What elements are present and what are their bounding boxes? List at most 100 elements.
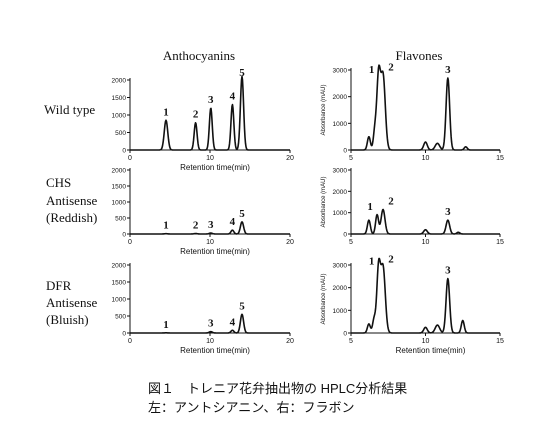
peak-label-4: 4 xyxy=(230,91,236,103)
chromatogram-trace xyxy=(129,221,291,235)
x-tick-label: 20 xyxy=(286,338,294,345)
peak-label-3: 3 xyxy=(445,206,451,218)
x-axis-label: Retention time(min) xyxy=(396,346,466,355)
x-tick-label: 10 xyxy=(422,155,430,162)
x-tick-label: 10 xyxy=(422,239,430,246)
y-tick-label: 0 xyxy=(122,331,126,338)
caption-line-2: 左：アントシアニン、右：フラボン xyxy=(148,400,354,415)
y-tick-label: 500 xyxy=(115,130,126,137)
x-tick-label: 10 xyxy=(206,338,214,345)
y-tick-label: 1000 xyxy=(333,308,348,315)
peak-label-5: 5 xyxy=(239,300,245,312)
chromatogram-trace xyxy=(129,75,291,151)
y-tick-label: 0 xyxy=(122,232,126,239)
peak-label-1: 1 xyxy=(369,64,375,76)
y-tick-label: 500 xyxy=(115,314,126,321)
x-tick-label: 5 xyxy=(349,239,353,246)
chart-anthocyanins-chs-antisense: 0 500 1000 1500 2000 0 10 20 Retention time(min)… xyxy=(112,168,294,257)
y-tick-label: 1500 xyxy=(112,280,127,287)
y-axis-label: Absorbance (mAU) xyxy=(321,84,327,135)
x-tick-label: 5 xyxy=(349,155,353,162)
y-tick-label: 1000 xyxy=(112,297,127,304)
chromatogram-trace xyxy=(129,313,291,334)
row-label-1-2: (Reddish) xyxy=(46,210,97,225)
row-label-2-1: Antisense xyxy=(46,295,98,310)
peak-label-2: 2 xyxy=(388,61,394,73)
x-tick-label: 20 xyxy=(286,155,294,162)
x-axis-label: Retention time(min) xyxy=(180,346,250,355)
x-tick-label: 20 xyxy=(286,239,294,246)
row-label-1-1: Antisense xyxy=(46,193,98,208)
x-tick-label: 10 xyxy=(206,155,214,162)
x-tick-label: 0 xyxy=(128,338,132,345)
y-tick-label: 1000 xyxy=(112,200,127,207)
y-tick-label: 3000 xyxy=(333,168,348,175)
y-tick-label: 0 xyxy=(122,148,126,155)
y-tick-label: 0 xyxy=(343,331,347,338)
y-tick-label: 2000 xyxy=(112,78,127,85)
x-axis-label: Retention time(min) xyxy=(180,163,250,172)
peak-label-2: 2 xyxy=(193,109,199,121)
peak-label-5: 5 xyxy=(239,208,245,220)
row-label-2-0: DFR xyxy=(46,278,72,293)
x-tick-label: 0 xyxy=(128,155,132,162)
y-tick-label: 2000 xyxy=(333,94,348,101)
peak-label-2: 2 xyxy=(193,220,199,232)
chart-flavones-wild-type: 0 1000 2000 3000 5 10 15 Absorbance (mAU) 1 2 3 xyxy=(321,61,504,162)
peak-label-1: 1 xyxy=(163,319,169,331)
peak-label-4: 4 xyxy=(230,216,236,228)
column-title-0: Anthocyanins xyxy=(163,48,235,63)
y-tick-label: 1500 xyxy=(112,95,127,102)
row-label-2-2: (Bluish) xyxy=(46,312,89,327)
y-tick-label: 500 xyxy=(115,216,126,223)
chromatogram-trace xyxy=(350,208,501,235)
y-tick-label: 0 xyxy=(343,148,347,155)
x-tick-label: 15 xyxy=(496,155,504,162)
y-tick-label: 1500 xyxy=(112,184,127,191)
x-tick-label: 10 xyxy=(206,239,214,246)
x-tick-label: 10 xyxy=(422,338,430,345)
peak-label-3: 3 xyxy=(445,64,451,76)
x-tick-label: 15 xyxy=(496,239,504,246)
peak-label-3: 3 xyxy=(208,318,214,330)
peak-label-1: 1 xyxy=(369,256,375,268)
x-tick-label: 5 xyxy=(349,338,353,345)
chart-anthocyanins-dfr-antisense: 0 500 1000 1500 2000 0 10 20 Retention time(min)… xyxy=(112,263,294,356)
peak-label-3: 3 xyxy=(208,219,214,231)
peak-label-2: 2 xyxy=(388,253,394,265)
peak-label-1: 1 xyxy=(163,106,169,118)
peak-label-4: 4 xyxy=(230,316,236,328)
y-tick-label: 2000 xyxy=(333,189,348,196)
peak-label-5: 5 xyxy=(239,67,245,79)
x-tick-label: 15 xyxy=(496,338,504,345)
y-tick-label: 1000 xyxy=(112,113,127,120)
chromatogram-trace xyxy=(350,257,501,334)
y-axis-label: Absorbance (mAU) xyxy=(321,176,327,227)
y-tick-label: 1000 xyxy=(333,210,348,217)
peak-label-1: 1 xyxy=(367,201,373,213)
chart-flavones-chs-antisense: 0 1000 2000 3000 5 10 15 Absorbance (mAU) 1 2 3 xyxy=(321,168,504,247)
peak-label-3: 3 xyxy=(445,265,451,277)
row-label-0-0: Wild type xyxy=(44,102,95,117)
chart-flavones-dfr-antisense: 0 1000 2000 3000 5 10 15 Retention time(min) Abs… xyxy=(321,253,504,355)
row-label-1-0: CHS xyxy=(46,175,71,190)
peak-label-2: 2 xyxy=(388,195,394,207)
chromatogram-trace xyxy=(350,64,501,151)
peak-label-3: 3 xyxy=(208,94,214,106)
column-title-1: Flavones xyxy=(396,48,443,63)
peak-label-1: 1 xyxy=(163,220,169,232)
y-tick-label: 2000 xyxy=(333,285,348,292)
x-tick-label: 0 xyxy=(128,239,132,246)
y-axis-label: Absorbance (mAU) xyxy=(321,273,327,324)
x-axis-label: Retention time(min) xyxy=(180,247,250,256)
y-tick-label: 0 xyxy=(343,232,347,239)
y-tick-label: 2000 xyxy=(112,263,127,270)
y-tick-label: 3000 xyxy=(333,263,348,270)
y-tick-label: 2000 xyxy=(112,168,127,175)
y-tick-label: 1000 xyxy=(333,121,348,128)
caption-line-1: 図１ トレニア花弁抽出物の HPLC分析結果 xyxy=(148,381,407,396)
y-tick-label: 3000 xyxy=(333,68,348,75)
